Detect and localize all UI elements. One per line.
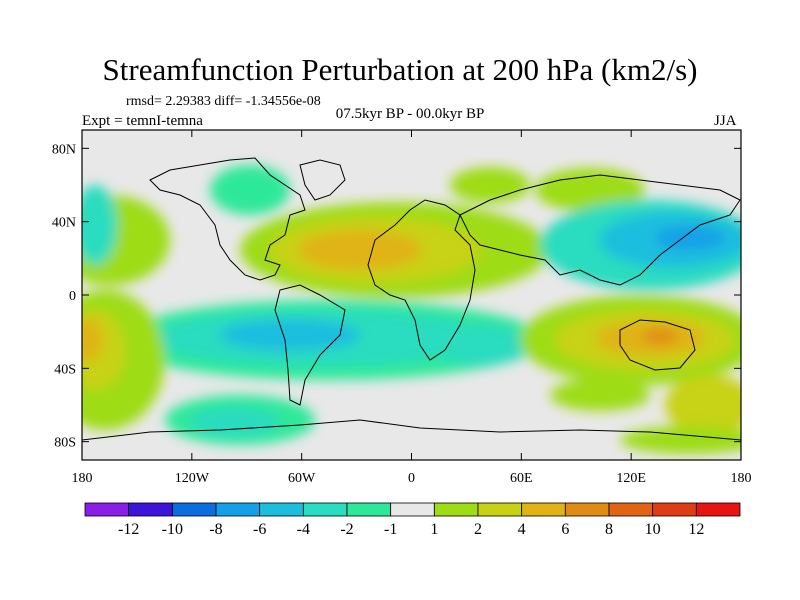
colorbar-label: 8 — [605, 521, 613, 538]
colorbar-swatch — [477, 502, 523, 517]
colorbar-label: 2 — [474, 521, 482, 538]
colorbar-label: -1 — [384, 521, 397, 538]
colorbar-swatch — [521, 502, 566, 517]
field-east-asia-high — [535, 168, 645, 212]
colorbar-label: 4 — [518, 521, 526, 538]
colorbar-swatch — [215, 502, 261, 517]
coastline-europe-africa — [367, 199, 476, 361]
field-north-atlantic-high-core — [298, 230, 422, 270]
season-label: JJA — [714, 113, 737, 129]
field-southern-ocean-low-core — [190, 408, 280, 436]
colorbar-swatch — [171, 502, 217, 517]
lat-tick-label: 0 — [69, 289, 76, 304]
colorbar-swatch — [390, 502, 435, 517]
lon-tick-label: 120E — [616, 471, 646, 486]
colorbar-label: 6 — [561, 521, 569, 538]
field-siberia-high — [450, 167, 530, 203]
colorbar-swatch — [695, 502, 741, 517]
lat-tick-label: 40S — [54, 362, 76, 377]
lon-tick-label: 120W — [175, 471, 210, 486]
field-east-pacific-low — [82, 185, 117, 265]
field-south-atlantic-low-core — [220, 319, 360, 351]
coastline-south-america — [274, 284, 346, 406]
colorbar-label: 10 — [645, 521, 661, 538]
lon-tick-label: 180 — [731, 471, 752, 486]
colorbar-label: -4 — [297, 521, 310, 538]
colorbar-swatch — [84, 502, 130, 517]
coastline-australia — [619, 319, 696, 371]
field-south-indian-high — [550, 379, 650, 411]
lon-tick-label: 180 — [72, 471, 93, 486]
field-antarctic-high — [620, 426, 741, 454]
colorbar-swatch — [564, 502, 610, 517]
anomaly-fields — [82, 165, 741, 454]
field-indian-ocean-low — [430, 325, 530, 365]
colorbar-label: -10 — [162, 521, 183, 538]
field-north-america-low — [210, 165, 290, 215]
colorbar-label: -12 — [118, 521, 139, 538]
coastlines — [82, 157, 741, 441]
lat-tick-label: 80N — [52, 142, 76, 157]
lon-tick-label: 0 — [408, 471, 415, 486]
rmsd-diff-stats: rmsd= 2.29383 diff= -1.34556e-08 — [126, 94, 321, 109]
lat-tick-label: 40N — [52, 216, 76, 231]
coastline-antarctica — [82, 419, 741, 441]
colorbar-swatch — [652, 502, 697, 517]
coastline-greenland — [299, 159, 346, 201]
field-australia-high-peak — [642, 328, 678, 344]
experiment-label: Expt = temnI-temna — [82, 113, 203, 129]
field-south-pacific-east-high — [665, 375, 741, 435]
colorbar-label: 12 — [688, 521, 704, 538]
colorbar-swatch — [259, 502, 304, 517]
colorbar-label: -8 — [209, 521, 222, 538]
field-south-pacific-high-core — [82, 318, 103, 362]
lat-tick-label: 80S — [54, 436, 76, 451]
latitude-axis: 80N 40N 0 40S 80S — [52, 142, 741, 451]
coastline-north-america — [149, 157, 306, 281]
longitude-axis: 180 120W 60W 0 60E 120E 180 — [72, 130, 752, 486]
colorbar: -12 -10 -8 -6 -4 -2 -1 1 2 4 6 8 10 12 — [84, 502, 741, 538]
colorbar-swatch — [128, 502, 173, 517]
colorbar-label: 1 — [430, 521, 438, 538]
colorbar-swatch — [346, 502, 392, 517]
colorbar-swatch — [302, 502, 348, 517]
coastline-asia — [459, 174, 741, 286]
field-west-pacific-low-core — [655, 226, 725, 250]
lon-tick-label: 60E — [510, 471, 533, 486]
chart-title: Streamfunction Perturbation at 200 hPa (… — [102, 52, 698, 87]
colorbar-label: -2 — [340, 521, 353, 538]
colorbar-label: -6 — [253, 521, 266, 538]
lon-tick-label: 60W — [288, 471, 316, 486]
colorbar-swatch — [433, 502, 479, 517]
colorbar-swatch — [608, 502, 654, 517]
period-label: 07.5kyr BP - 00.0kyr BP — [335, 106, 485, 122]
